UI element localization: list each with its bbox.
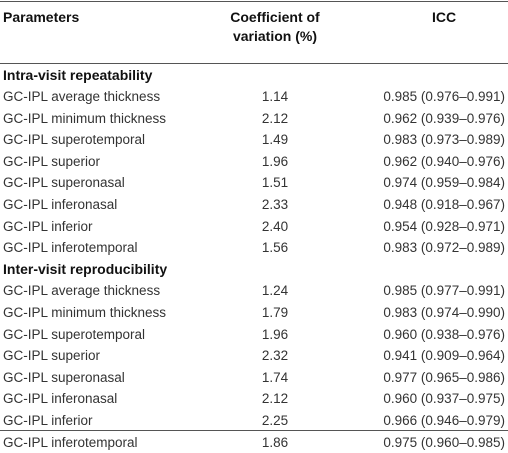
row-icc: 0.948 (0.918–0.967) <box>383 197 505 212</box>
table-row: GC-IPL inferotemporal 1.86 0.975 (0.960–0.… <box>0 432 508 453</box>
row-parameter: GC-IPL superotemporal <box>3 327 146 342</box>
header-rule <box>0 63 508 64</box>
header-parameters: Parameters <box>3 9 80 25</box>
row-parameter: GC-IPL inferonasal <box>3 391 118 406</box>
row-cv: 1.96 <box>261 154 289 169</box>
row-parameter: GC-IPL inferotemporal <box>3 435 138 450</box>
row-icc: 0.983 (0.974–0.990) <box>383 305 505 320</box>
row-cv: 2.12 <box>261 111 289 126</box>
row-cv: 2.32 <box>261 348 289 363</box>
row-icc: 0.962 (0.940–0.976) <box>383 154 505 169</box>
row-parameter: GC-IPL inferotemporal <box>3 240 138 255</box>
row-icc: 0.985 (0.976–0.991) <box>383 89 505 104</box>
table-row: GC-IPL superior 1.96 0.962 (0.940–0.976) <box>0 151 508 172</box>
row-parameter: GC-IPL superonasal <box>3 175 125 190</box>
table-row: GC-IPL average thickness 1.14 0.985 (0.9… <box>0 86 508 107</box>
row-icc: 0.954 (0.928–0.971) <box>383 219 505 234</box>
table-row: GC-IPL inferior 2.25 0.966 (0.946–0.979) <box>0 410 508 431</box>
table-row: GC-IPL superonasal 1.74 0.977 (0.965–0.9… <box>0 367 508 388</box>
row-cv: 2.33 <box>261 197 289 212</box>
table-row: GC-IPL minimum thickness 2.12 0.962 (0.9… <box>0 108 508 129</box>
row-parameter: GC-IPL minimum thickness <box>3 305 167 320</box>
row-parameter: GC-IPL superior <box>3 348 101 363</box>
table-row: GC-IPL inferior 2.40 0.954 (0.928–0.971) <box>0 216 508 237</box>
table-top-rule <box>0 1 508 2</box>
header-coefficient-line2: variation (%) <box>232 28 317 44</box>
row-cv: 1.74 <box>261 370 289 385</box>
section-title-inter-visit: Inter-visit reproducibility <box>3 261 168 277</box>
row-icc: 0.977 (0.965–0.986) <box>383 370 505 385</box>
row-parameter: GC-IPL inferior <box>3 413 93 428</box>
row-cv: 1.86 <box>261 435 289 450</box>
row-parameter: GC-IPL inferior <box>3 219 93 234</box>
row-icc: 0.960 (0.937–0.975) <box>383 391 505 406</box>
row-parameter: GC-IPL inferonasal <box>3 197 118 212</box>
row-cv: 1.56 <box>261 240 289 255</box>
table-row: GC-IPL superior 2.32 0.941 (0.909–0.964) <box>0 345 508 366</box>
table-row: GC-IPL inferonasal 2.33 0.948 (0.918–0.9… <box>0 194 508 215</box>
header-coefficient-of-variation: Coefficient of variation (%) <box>220 8 330 46</box>
row-icc: 0.941 (0.909–0.964) <box>383 348 505 363</box>
row-cv: 1.51 <box>261 175 289 190</box>
row-cv: 1.24 <box>261 283 289 298</box>
row-parameter: GC-IPL superior <box>3 154 101 169</box>
header-icc: ICC <box>431 9 457 25</box>
row-parameter: GC-IPL superotemporal <box>3 132 146 147</box>
row-cv: 1.49 <box>261 132 289 147</box>
row-icc: 0.975 (0.960–0.985) <box>383 435 505 450</box>
table-row: GC-IPL superotemporal 1.96 0.960 (0.938–… <box>0 324 508 345</box>
row-parameter: GC-IPL superonasal <box>3 370 125 385</box>
row-icc: 0.983 (0.972–0.989) <box>383 240 505 255</box>
table-row: GC-IPL superotemporal 1.49 0.983 (0.973–… <box>0 129 508 150</box>
table-row: GC-IPL minimum thickness 1.79 0.983 (0.9… <box>0 302 508 323</box>
row-parameter: GC-IPL minimum thickness <box>3 111 167 126</box>
row-icc: 0.983 (0.973–0.989) <box>383 132 505 147</box>
row-icc: 0.985 (0.977–0.991) <box>383 283 505 298</box>
row-icc: 0.974 (0.959–0.984) <box>383 175 505 190</box>
row-icc: 0.962 (0.939–0.976) <box>383 111 505 126</box>
row-parameter: GC-IPL average thickness <box>3 283 161 298</box>
row-cv: 1.96 <box>261 327 289 342</box>
table-row: GC-IPL inferotemporal 1.56 0.983 (0.972–… <box>0 237 508 258</box>
row-icc: 0.960 (0.938–0.976) <box>383 327 505 342</box>
row-cv: 2.25 <box>261 413 289 428</box>
table-row: GC-IPL average thickness 1.24 0.985 (0.9… <box>0 280 508 301</box>
row-cv: 1.14 <box>261 89 289 104</box>
row-cv: 2.40 <box>261 219 289 234</box>
header-coefficient-line1: Coefficient of <box>230 9 320 25</box>
table-row: GC-IPL inferonasal 2.12 0.960 (0.937–0.9… <box>0 388 508 409</box>
row-parameter: GC-IPL average thickness <box>3 89 161 104</box>
row-cv: 2.12 <box>261 391 289 406</box>
section-title-intra-visit: Intra-visit repeatability <box>3 67 153 83</box>
table-bottom-rule <box>0 430 508 431</box>
row-icc: 0.966 (0.946–0.979) <box>383 413 505 428</box>
table-row: GC-IPL superonasal 1.51 0.974 (0.959–0.9… <box>0 172 508 193</box>
row-cv: 1.79 <box>261 305 289 320</box>
